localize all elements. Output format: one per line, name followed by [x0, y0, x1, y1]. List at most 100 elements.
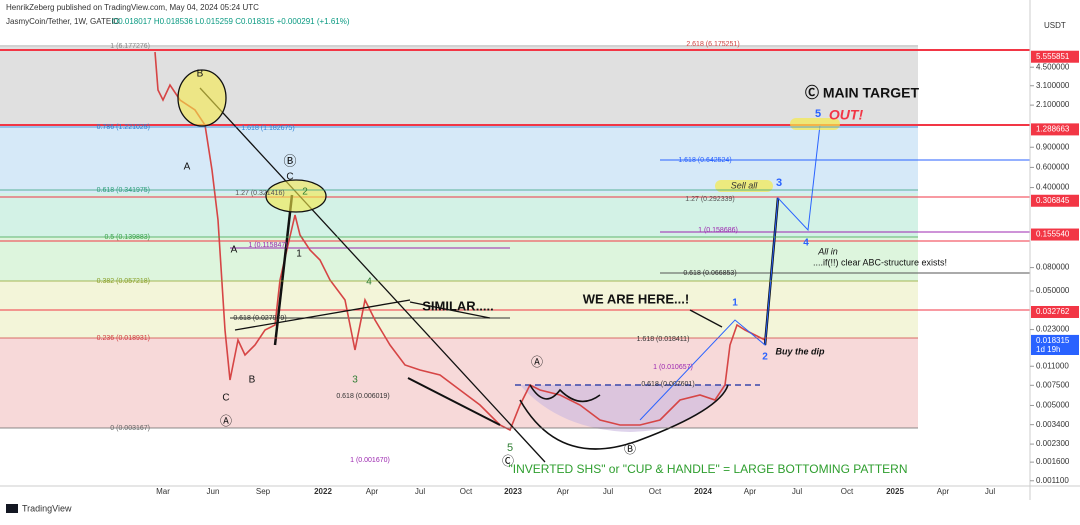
time-label: 2024 [694, 487, 712, 496]
annotation: 3 [776, 177, 782, 189]
fib-extension-label: 0.618 (0.007601) [641, 381, 694, 388]
time-label: Sep [256, 487, 271, 496]
annotation: Buy the dip [776, 346, 826, 356]
fib-extension-label: 1 (0.115847) [248, 242, 287, 249]
annotation: OUT! [829, 107, 864, 123]
annotation: Sell all [731, 180, 759, 190]
trend-line [199, 87, 546, 463]
time-label: Mar [156, 487, 170, 496]
annotation: 3 [352, 375, 358, 386]
price-tag [1031, 50, 1079, 63]
annotation: Ⓒ [502, 454, 514, 468]
fib-extension-label: 0.618 (0.066853) [683, 270, 736, 277]
annotation: C [222, 393, 229, 404]
arrow [407, 377, 501, 426]
price-label: 0.155540 [1036, 230, 1070, 239]
price-label: 1.288663 [1036, 124, 1070, 133]
fib-extension-label: 2.618 (6.175251) [686, 41, 739, 48]
price-label: 0.002300 [1036, 439, 1070, 448]
price-label: 0.080000 [1036, 263, 1070, 272]
price-tag [1031, 123, 1079, 136]
price-label: 0.900000 [1036, 142, 1070, 151]
time-label: Jun [207, 487, 220, 496]
level-lines [0, 49, 1030, 386]
zone [0, 193, 918, 237]
fib-extension-label: 1.618 (0.642524) [678, 157, 731, 164]
annotation: SIMILAR..... [422, 298, 494, 313]
currency: USDT [1044, 21, 1066, 30]
annotation: WE ARE HERE...! [583, 291, 689, 306]
projection [639, 124, 821, 421]
time-label: Oct [649, 487, 662, 496]
time-label: Apr [557, 487, 570, 496]
price-label: 0.306845 [1036, 196, 1070, 205]
time-label: 2025 [886, 487, 904, 496]
annotation: A [184, 162, 191, 173]
time-label: Jul [603, 487, 613, 496]
annotation: A [231, 245, 238, 256]
cup-curve [519, 384, 729, 450]
time-label: Apr [937, 487, 950, 496]
publisher: HenrikZeberg published on TradingView.co… [6, 3, 259, 12]
price-label: 3.100000 [1036, 81, 1070, 90]
highlight [715, 180, 773, 192]
annotation: 5 [815, 108, 821, 120]
annotation: C [286, 172, 293, 183]
annotation: B [197, 69, 204, 80]
annotation: 4 [366, 277, 372, 288]
fib-extension-label: 1.618 (1.182675) [241, 125, 294, 132]
symbol: JasmyCoin/Tether, 1W, GATEIO [6, 17, 120, 26]
annotation: 4 [803, 238, 809, 249]
time-label: Oct [460, 487, 473, 496]
highlight-ellipse [265, 179, 327, 213]
arrow [234, 299, 411, 331]
fib-label: 0.618 (0.341975) [97, 187, 150, 194]
fib-label: 0.5 (0.139883) [104, 234, 150, 241]
fib-label: 0.236 (0.018931) [97, 335, 150, 342]
annotation: 2 [762, 352, 768, 363]
annotation: Ⓐ [531, 355, 543, 369]
price-label: 0.032762 [1036, 307, 1070, 316]
time-label: Jul [792, 487, 802, 496]
zone [0, 237, 918, 281]
annotation: "INVERTED SHS" or "CUP & HANDLE" = LARGE… [508, 462, 907, 476]
price-tag [1031, 305, 1079, 318]
annotation: Ⓐ [220, 414, 232, 428]
countdown-bg [1031, 344, 1079, 355]
fib-label: 0.382 (0.057218) [97, 278, 150, 285]
cup-fill [520, 385, 728, 432]
highlight-ellipse [177, 69, 227, 127]
price-label: 0.011000 [1036, 361, 1069, 370]
annotation: Ⓒ MAIN TARGET [805, 85, 920, 101]
arrow [689, 309, 723, 328]
price-label: 0.007500 [1036, 380, 1070, 389]
fib-extension-label: 1.618 (0.018411) [637, 336, 690, 343]
arrow [409, 301, 491, 319]
time-label: 2023 [504, 487, 522, 496]
price-label: 4.500000 [1036, 62, 1070, 71]
price-label: 0.001600 [1036, 457, 1070, 466]
fib-label: 1 (6.177276) [110, 43, 150, 50]
logo [6, 504, 18, 513]
price-label: 2.100000 [1036, 100, 1070, 109]
fib-extension-label: 0.618 (0.027979) [233, 315, 286, 322]
annotation: Ⓑ [283, 153, 296, 168]
zone [0, 338, 918, 428]
price-tag [1031, 194, 1079, 207]
annotation: ....if(!!) clear ABC-structure exists! [813, 257, 947, 267]
price-label: 0.023000 [1036, 325, 1070, 334]
countdown: 1d 19h [1036, 345, 1060, 354]
annotation: Ⓑ [624, 442, 636, 456]
annotation: All in [817, 246, 838, 256]
time-label: Jul [415, 487, 425, 496]
fib-extension-label: 1 (0.010657) [653, 364, 693, 371]
time-label: Jul [985, 487, 995, 496]
fib-extension-label: 1.27 (0.321416) [235, 190, 284, 197]
time-label: Apr [744, 487, 757, 496]
price-label: 0.050000 [1036, 286, 1070, 295]
arrow [273, 194, 294, 346]
time-label: 2022 [314, 487, 332, 496]
annotation: 5 [507, 442, 513, 454]
footer: TradingView [22, 503, 72, 513]
